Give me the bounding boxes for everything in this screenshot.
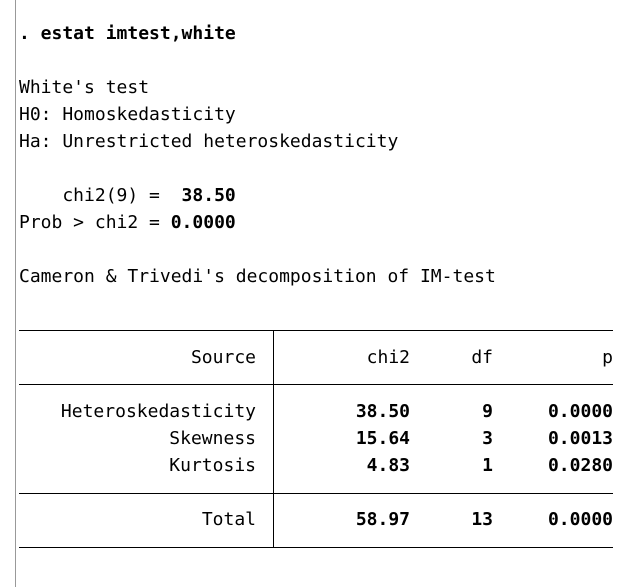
- total-row-p: 0.0000: [547, 509, 613, 530]
- chi2-value: 38.50: [170, 185, 236, 206]
- table-row-chi2: 38.50: [355, 401, 410, 422]
- table-row-source: Heteroskedasticity: [60, 401, 256, 422]
- prob-label: Prob > chi2 =: [19, 212, 171, 233]
- stata-results-window: . estat imtest,white White's test H0: Ho…: [19, 0, 640, 587]
- table-row-p: 0.0280: [547, 455, 613, 476]
- total-row-source: Total: [201, 509, 256, 530]
- console-left-border: [15, 0, 16, 587]
- im-test-decomposition-table: Source chi2 df p Heteroskedasticity 38.5…: [19, 330, 613, 548]
- chi2-statistic-line: chi2(9) = 38.50: [19, 185, 236, 207]
- table-row-p: 0.0000: [547, 401, 613, 422]
- table-header-rule: [19, 384, 613, 385]
- header-source: Source: [190, 347, 256, 368]
- table-row-chi2: 15.64: [355, 428, 410, 449]
- header-chi2: chi2: [366, 347, 410, 368]
- table-row-chi2: 4.83: [366, 455, 410, 476]
- table-top-rule: [19, 330, 613, 331]
- table-column-divider: [273, 330, 274, 548]
- table-row-df: 9: [482, 401, 493, 422]
- table-row-p: 0.0013: [547, 428, 613, 449]
- header-df: df: [471, 347, 493, 368]
- test-title: White's test: [19, 77, 150, 98]
- null-hypothesis: H0: Homoskedasticity: [19, 104, 236, 125]
- table-row-df: 3: [482, 428, 493, 449]
- prob-value: 0.0000: [170, 212, 236, 233]
- decomposition-title: Cameron & Trivedi's decomposition of IM-…: [19, 266, 496, 287]
- prob-line: Prob > chi2 = 0.0000: [19, 212, 236, 234]
- alternative-hypothesis: Ha: Unrestricted heteroskedasticity: [19, 131, 399, 152]
- chi2-label: chi2(9) =: [19, 185, 171, 206]
- table-row-source: Skewness: [169, 428, 256, 449]
- table-bottom-rule: [19, 547, 613, 548]
- total-row-chi2: 58.97: [355, 509, 410, 530]
- total-row-df: 13: [471, 509, 493, 530]
- table-row-source: Kurtosis: [169, 455, 256, 476]
- header-p: p: [602, 347, 613, 368]
- table-total-rule: [19, 493, 613, 494]
- command-line: . estat imtest,white: [19, 23, 236, 44]
- table-row-df: 1: [482, 455, 493, 476]
